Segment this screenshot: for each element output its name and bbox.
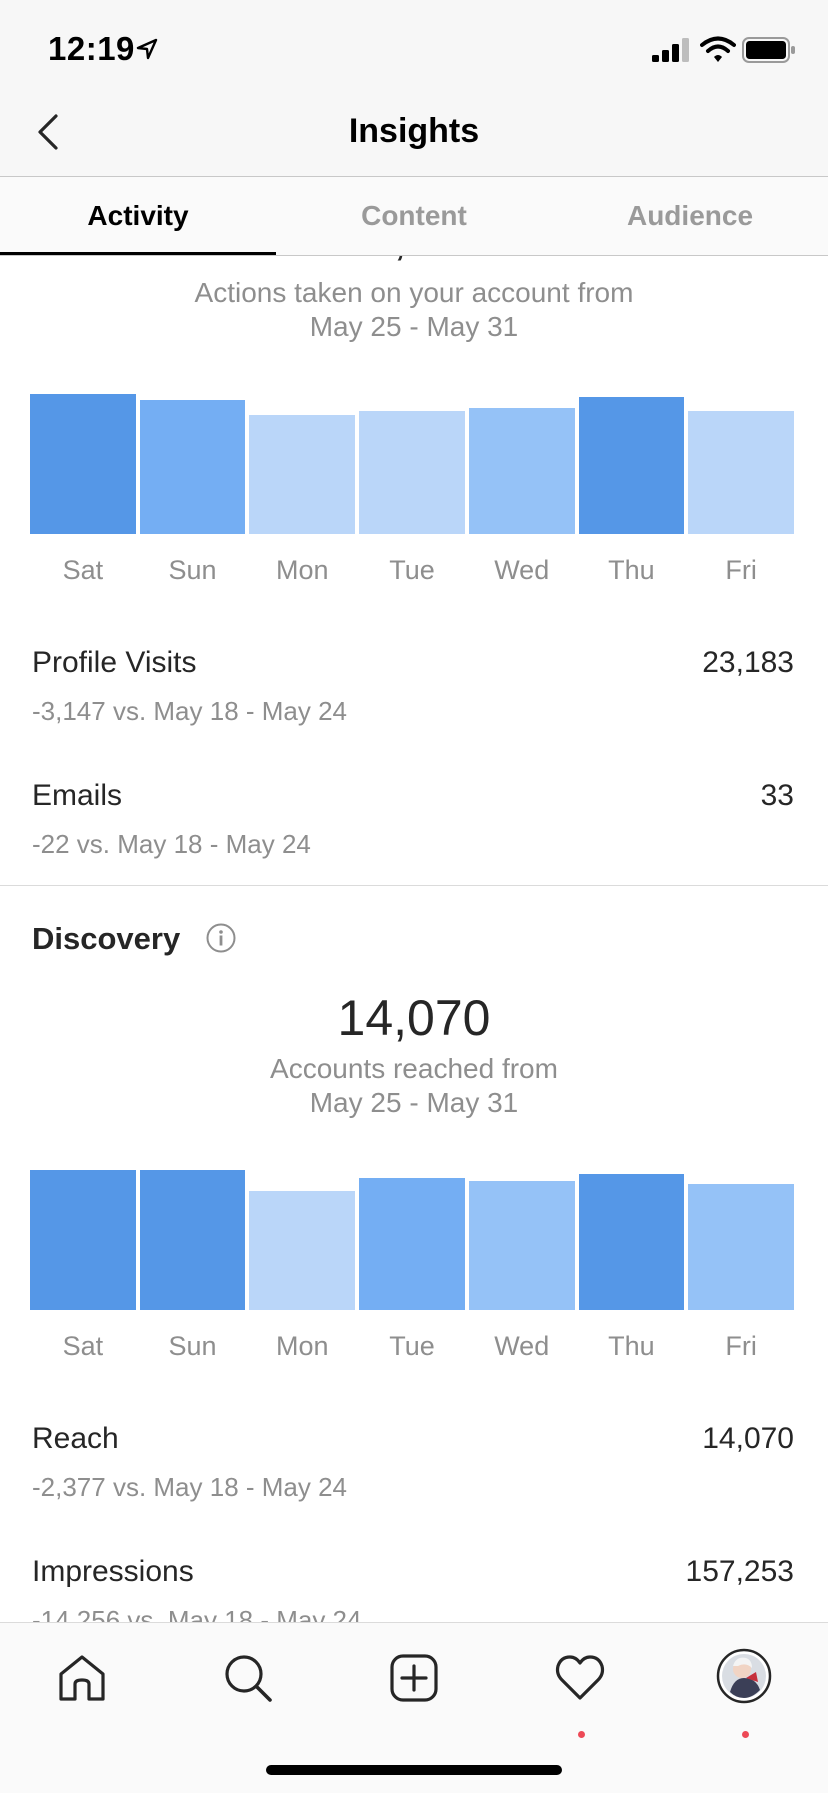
- interactions-day-label: Wed: [494, 555, 550, 585]
- emails-value: 33: [760, 779, 794, 812]
- interactions-bar-tue[interactable]: [359, 411, 465, 534]
- interactions-day-label: Mon: [276, 555, 329, 585]
- discovery-bar-sun[interactable]: [139, 1170, 246, 1310]
- emails-label: Emails: [32, 779, 123, 812]
- discovery-bar-mon[interactable]: [249, 1191, 356, 1310]
- discovery-day-label: Wed: [494, 1331, 550, 1361]
- add-post-icon[interactable]: [388, 1652, 440, 1704]
- insights-scroll-area[interactable]: 23,216 Actions taken on your account fro…: [0, 256, 828, 1622]
- cellular-signal-icon: [652, 38, 689, 62]
- interactions-total: 23,216: [0, 256, 828, 266]
- discovery-heading: Discovery: [32, 921, 181, 956]
- navigation-bar: [0, 96, 828, 177]
- profile-avatar[interactable]: [716, 1648, 772, 1704]
- tab-content[interactable]: Content: [361, 200, 467, 231]
- discovery-day-label: Sun: [168, 1331, 217, 1361]
- profile-visits-value: 23,183: [702, 646, 794, 679]
- page-title: Insights: [348, 112, 480, 150]
- activity-notification-dot: [578, 1731, 585, 1738]
- tab-audience[interactable]: Audience: [626, 200, 754, 231]
- tab-bar-top: Activity Content Audience: [0, 177, 828, 256]
- interactions-bar-sun[interactable]: [139, 400, 246, 534]
- discovery-bar-fri[interactable]: [688, 1184, 794, 1310]
- interactions-day-label: Tue: [389, 555, 435, 585]
- location-arrow-icon: [136, 38, 158, 60]
- search-icon[interactable]: [222, 1652, 274, 1704]
- interactions-day-label: Fri: [725, 555, 757, 585]
- interactions-bar-fri[interactable]: [688, 411, 794, 534]
- impressions-value: 157,253: [685, 1555, 794, 1588]
- interactions-day-labels: Sat Sun Mon Tue Wed Thu Fri: [30, 555, 798, 591]
- wifi-icon: [700, 36, 736, 62]
- discovery-caption: Accounts reached from: [270, 1053, 558, 1084]
- profile-visits-comparison: -3,147 vs. May 18 - May 24: [32, 696, 348, 726]
- discovery-bar-wed[interactable]: [468, 1181, 575, 1310]
- discovery-total: 14,070: [337, 990, 491, 1046]
- discovery-bar-tue[interactable]: [359, 1178, 465, 1310]
- status-time: 12:19: [48, 30, 135, 67]
- tab-activity[interactable]: Activity: [87, 200, 189, 231]
- heart-icon[interactable]: [554, 1652, 606, 1704]
- interactions-day-label: Sun: [168, 555, 217, 585]
- interactions-bar-wed[interactable]: [468, 408, 575, 534]
- interactions-caption: Actions taken on your account from: [194, 277, 634, 308]
- reach-comparison: -2,377 vs. May 18 - May 24: [32, 1472, 348, 1502]
- discovery-bar-sat[interactable]: [30, 1170, 136, 1310]
- interactions-day-label: Sat: [62, 555, 104, 585]
- discovery-day-label: Thu: [608, 1331, 655, 1361]
- discovery-date-range: May 25 - May 31: [309, 1087, 519, 1118]
- discovery-day-label: Sat: [62, 1331, 104, 1361]
- reach-value: 14,070: [702, 1422, 794, 1455]
- bottom-tab-bar: [0, 1622, 828, 1793]
- discovery-day-label: Fri: [725, 1331, 757, 1361]
- interactions-bar-thu[interactable]: [578, 397, 685, 534]
- emails-comparison: -22 vs. May 18 - May 24: [32, 829, 311, 859]
- discovery-day-labels: Sat Sun Mon Tue Wed Thu Fri: [30, 1331, 798, 1367]
- home-icon[interactable]: [56, 1652, 108, 1704]
- info-icon[interactable]: [206, 923, 236, 953]
- profile-notification-dot: [742, 1731, 749, 1738]
- impressions-comparison: -14,256 vs. May 18 - May 24: [32, 1605, 362, 1622]
- reach-label: Reach: [32, 1422, 119, 1455]
- home-indicator: [266, 1765, 562, 1775]
- interactions-bar-mon[interactable]: [249, 415, 356, 534]
- section-divider: [0, 885, 828, 886]
- discovery-bar-thu[interactable]: [578, 1174, 685, 1310]
- discovery-day-label: Mon: [276, 1331, 329, 1361]
- battery-icon: [742, 37, 795, 63]
- active-tab-indicator: [0, 252, 276, 255]
- discovery-day-label: Tue: [389, 1331, 435, 1361]
- interactions-day-label: Thu: [608, 555, 655, 585]
- interactions-bar-chart: [30, 394, 798, 534]
- impressions-label: Impressions: [32, 1555, 194, 1588]
- interactions-date-range: May 25 - May 31: [309, 311, 519, 342]
- profile-visits-label: Profile Visits: [32, 646, 197, 679]
- discovery-bar-chart: [30, 1170, 798, 1310]
- chevron-left-icon[interactable]: [34, 112, 62, 152]
- interactions-bar-sat[interactable]: [30, 394, 136, 534]
